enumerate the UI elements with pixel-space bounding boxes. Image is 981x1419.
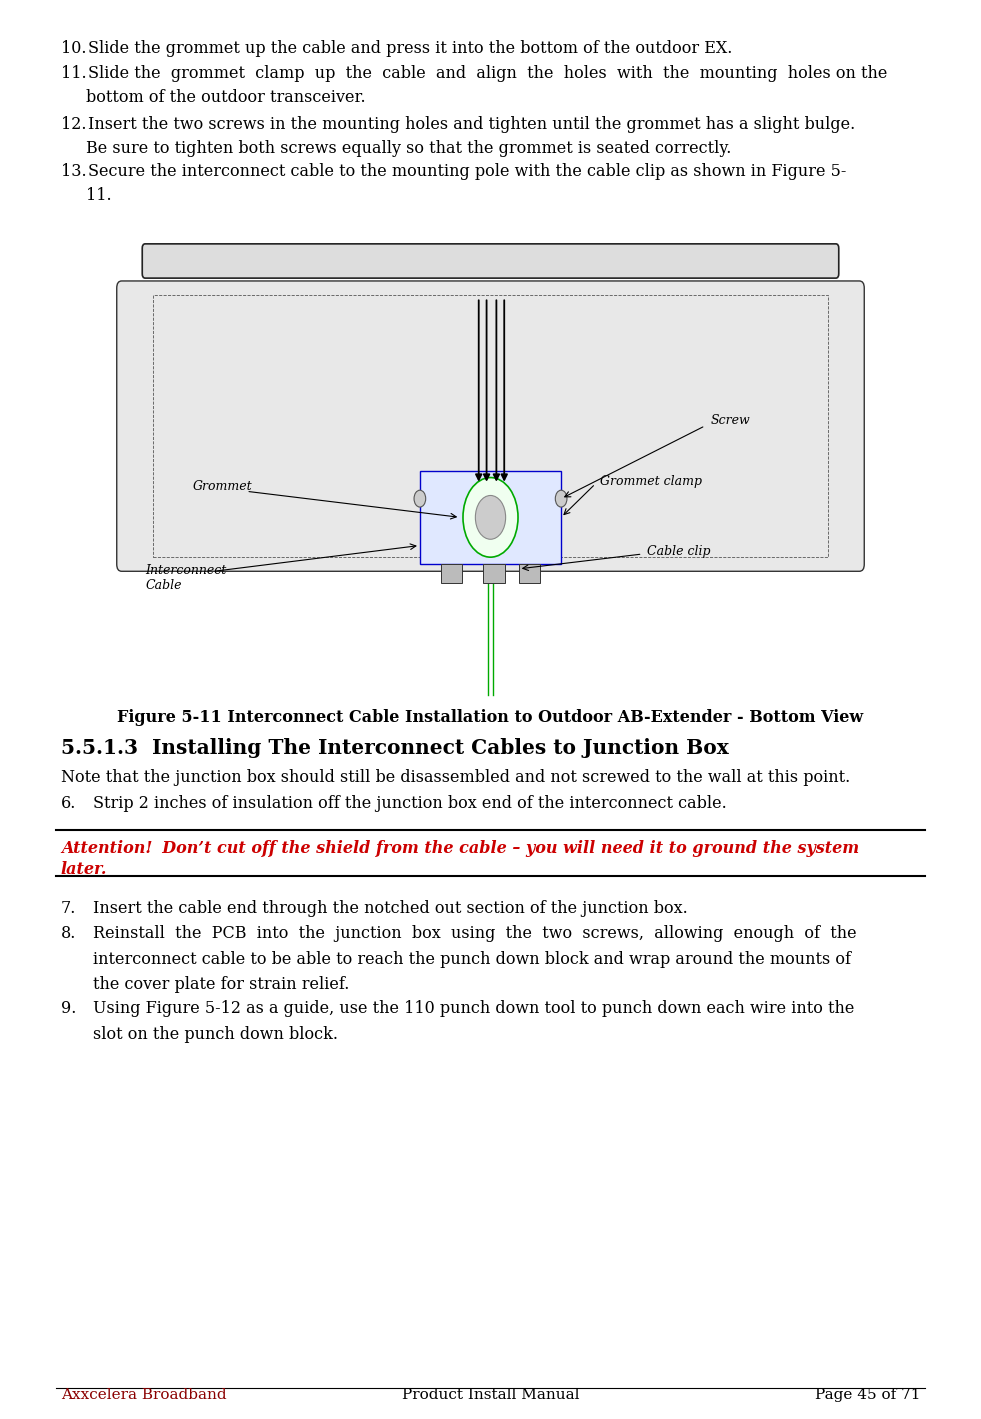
Text: 5.5.1.3  Installing The Interconnect Cables to Junction Box: 5.5.1.3 Installing The Interconnect Cabl…	[61, 738, 729, 758]
FancyBboxPatch shape	[142, 244, 839, 278]
Text: Attention!: Attention!	[61, 840, 152, 857]
Text: Slide the  grommet  clamp  up  the  cable  and  align  the  holes  with  the  mo: Slide the grommet clamp up the cable and…	[88, 65, 888, 82]
Bar	[98, 227, 883, 695]
Text: Interconnect
Cable: Interconnect Cable	[145, 565, 227, 592]
Circle shape	[476, 495, 505, 539]
Text: Reinstall  the  PCB  into  the  junction  box  using  the  two  screws,  allowin: Reinstall the PCB into the junction box …	[93, 925, 856, 942]
Text: Product Install Manual: Product Install Manual	[402, 1388, 579, 1402]
Text: Slide the grommet up the cable and press it into the bottom of the outdoor EX.: Slide the grommet up the cable and press…	[88, 40, 733, 57]
Text: 10.: 10.	[61, 40, 86, 57]
Text: Using Figure 5-12 as a guide, use the 110 punch down tool to punch down each wir: Using Figure 5-12 as a guide, use the 11…	[93, 1000, 854, 1017]
Bar	[420, 471, 561, 565]
FancyBboxPatch shape	[117, 281, 864, 572]
Text: interconnect cable to be able to reach the punch down block and wrap around the : interconnect cable to be able to reach t…	[93, 951, 852, 968]
Bar	[519, 565, 540, 583]
Text: 9.: 9.	[61, 1000, 77, 1017]
Text: Insert the cable end through the notched out section of the junction box.: Insert the cable end through the notched…	[93, 900, 688, 917]
Text: bottom of the outdoor transceiver.: bottom of the outdoor transceiver.	[86, 89, 366, 106]
Text: Screw: Screw	[710, 414, 750, 427]
Text: Cable clip: Cable clip	[647, 545, 711, 559]
Text: Grommet: Grommet	[192, 480, 252, 492]
Text: slot on the punch down block.: slot on the punch down block.	[93, 1026, 338, 1043]
Text: Don’t cut off the shield from the cable – you will need it to ground the system: Don’t cut off the shield from the cable …	[151, 840, 859, 857]
Text: 13.: 13.	[61, 163, 86, 180]
Text: Insert the two screws in the mounting holes and tighten until the grommet has a : Insert the two screws in the mounting ho…	[88, 116, 855, 133]
Text: 7.: 7.	[61, 900, 77, 917]
Text: Figure 5-11 Interconnect Cable Installation to Outdoor AB-Extender - Bottom View: Figure 5-11 Interconnect Cable Installat…	[118, 710, 863, 727]
Text: Note that the junction box should still be disassembled and not screwed to the w: Note that the junction box should still …	[61, 769, 851, 786]
Text: later.: later.	[61, 861, 107, 878]
Text: 12.: 12.	[61, 116, 86, 133]
Text: the cover plate for strain relief.: the cover plate for strain relief.	[93, 976, 349, 993]
Text: Strip 2 inches of insulation off the junction box end of the interconnect cable.: Strip 2 inches of insulation off the jun…	[93, 795, 727, 812]
Text: 8.: 8.	[61, 925, 77, 942]
Text: Secure the interconnect cable to the mounting pole with the cable clip as shown : Secure the interconnect cable to the mou…	[88, 163, 847, 180]
Text: Axxcelera Broadband: Axxcelera Broadband	[61, 1388, 227, 1402]
Text: Page 45 of 71: Page 45 of 71	[814, 1388, 920, 1402]
Text: Grommet clamp: Grommet clamp	[600, 475, 702, 488]
Text: 11.: 11.	[61, 65, 86, 82]
Circle shape	[463, 478, 518, 558]
Bar	[441, 565, 462, 583]
Circle shape	[414, 490, 426, 507]
Circle shape	[555, 490, 567, 507]
Bar	[484, 565, 504, 583]
Text: Be sure to tighten both screws equally so that the grommet is seated correctly.: Be sure to tighten both screws equally s…	[86, 140, 732, 158]
Text: 11.: 11.	[86, 187, 112, 204]
Text: 6.: 6.	[61, 795, 77, 812]
